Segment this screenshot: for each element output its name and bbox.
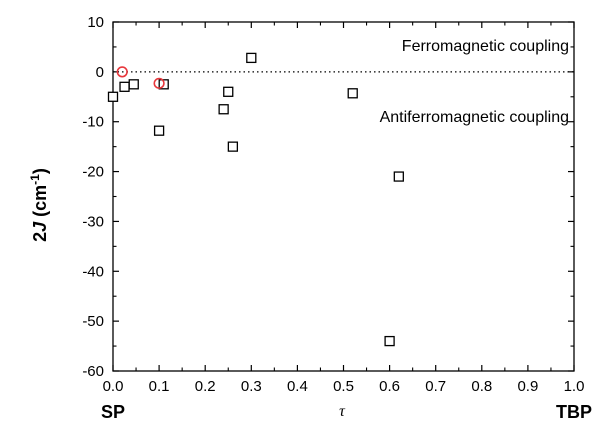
data-point-square (153, 125, 165, 136)
data-point-square (119, 81, 130, 92)
y-tick-label: 10 (87, 14, 104, 31)
x-tick-label: 0.6 (379, 378, 400, 395)
data-point-square (223, 86, 234, 97)
x-tick-label: 0.2 (195, 378, 216, 395)
data-point-circle (116, 66, 128, 78)
x-tick-label: 0.5 (333, 378, 354, 395)
y-tick-label: -50 (82, 313, 104, 330)
data-point-square (107, 91, 119, 102)
x-tick-label: 1.0 (564, 378, 585, 395)
x-tick-label: 0.1 (149, 378, 170, 395)
data-point-square (246, 52, 257, 64)
annotation-antiferromagnetic: Antiferromagnetic coupling (380, 109, 569, 126)
y-axis-title-symbol: J (30, 221, 50, 232)
y-tick-label: -10 (82, 114, 104, 131)
y-tick-label: -60 (82, 363, 104, 380)
y-tick-label: -30 (82, 213, 104, 230)
x-axis-title: τ (339, 403, 346, 420)
x-tick-label: 0.8 (471, 378, 492, 395)
data-point-square (384, 335, 395, 347)
y-axis-title-superscript: -1 (28, 174, 42, 185)
x-tick-label: 0.3 (241, 378, 262, 395)
axis-ticks (112, 21, 575, 372)
y-axis-title: 2J (cm-1) (28, 168, 50, 242)
annotation-ferromagnetic: Ferromagnetic coupling (402, 38, 569, 55)
axis-tick-labels: 0.0 0.1 0.2 0.3 0.4 0.5 0.6 0.7 0.8 0.9 1.0 10 0 -10 -… (82, 14, 584, 395)
y-axis-title-prefix: 2 (30, 232, 50, 242)
x-axis-right-label: TBP (556, 402, 592, 422)
data-point-circle (153, 77, 165, 89)
data-point-square (218, 104, 229, 115)
x-tick-label: 0.7 (425, 378, 446, 395)
data-point-square (393, 171, 404, 182)
y-axis-title-close: ) (30, 168, 50, 174)
data-points (107, 52, 404, 347)
y-tick-label: -40 (82, 263, 104, 280)
data-point-square (227, 141, 239, 152)
x-axis-left-label: SP (101, 402, 125, 422)
y-tick-label: 0 (96, 64, 104, 81)
x-tick-label: 0.4 (287, 378, 308, 395)
data-point-square (347, 88, 358, 99)
data-point-square (128, 79, 139, 90)
y-tick-label: -20 (82, 164, 104, 181)
y-axis-title-unit: (cm (30, 185, 50, 222)
x-tick-label: 0.0 (103, 378, 124, 395)
x-tick-label: 0.9 (517, 378, 538, 395)
